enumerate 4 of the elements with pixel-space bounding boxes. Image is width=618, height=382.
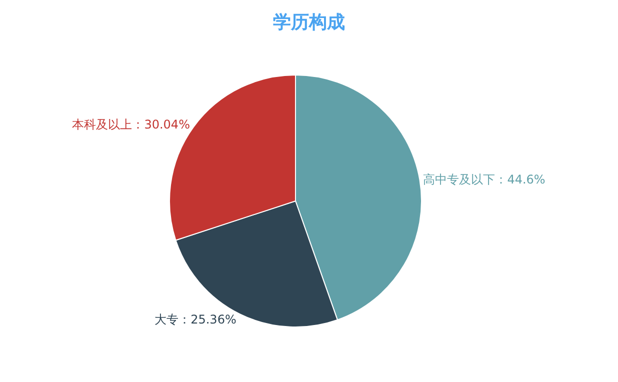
slice-label: 高中专及以下：44.6% xyxy=(423,172,546,187)
slice-label: 大专：25.36% xyxy=(154,312,236,327)
slice-label: 本科及以上：30.04% xyxy=(72,118,190,132)
chart-title: 学历构成 xyxy=(273,12,345,33)
